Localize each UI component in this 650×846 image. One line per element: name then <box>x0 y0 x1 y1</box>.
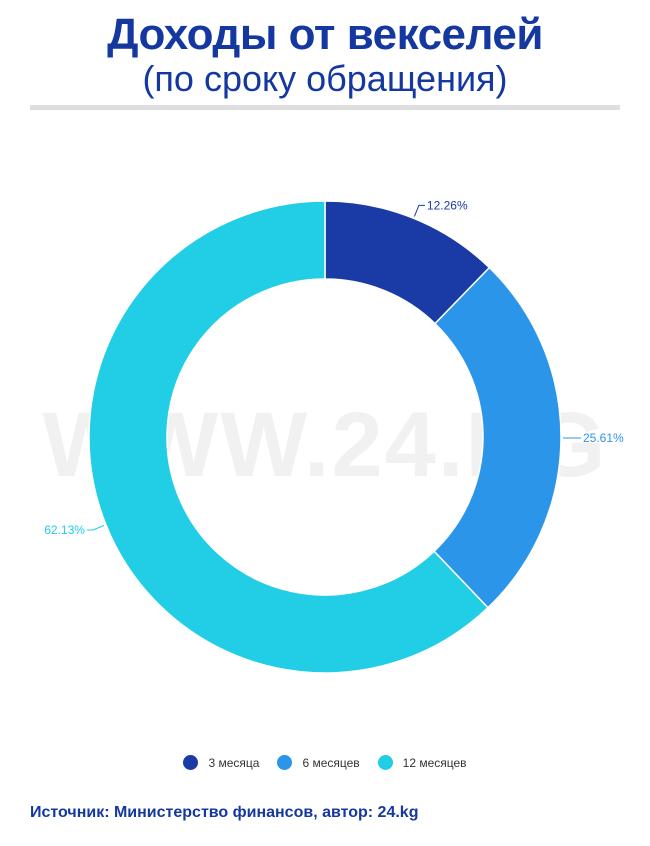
legend: 3 месяца 6 месяцев 12 месяцев <box>0 755 650 770</box>
donut-slices <box>88 200 562 674</box>
donut-slice-2[interactable] <box>433 266 562 609</box>
legend-label: 6 месяцев <box>302 755 360 770</box>
legend-dot-icon <box>183 755 199 770</box>
slice-labels: 12.26% 25.61% 62.13% <box>44 198 624 537</box>
legend-item-3[interactable]: 12 месяцев <box>377 755 467 770</box>
legend-item-2[interactable]: 6 месяцев <box>277 755 360 770</box>
slice-label-3: 62.13% <box>44 523 85 537</box>
chart-subtitle: (по сроку обращения) <box>142 58 508 99</box>
source-note: Источник: Министерство финансов, автор: … <box>30 804 419 821</box>
legend-label: 12 месяцев <box>402 755 467 770</box>
legend-dot-icon <box>277 755 293 770</box>
legend-label: 3 месяца <box>208 755 260 770</box>
chart-title: Доходы от векселей <box>107 10 543 59</box>
donut-slice-3[interactable] <box>88 200 490 674</box>
slice-leader-1 <box>413 204 425 217</box>
slice-label-2: 25.61% <box>583 431 624 445</box>
legend-dot-icon <box>377 755 393 770</box>
title-divider <box>30 105 620 110</box>
slice-label-1: 12.26% <box>427 198 468 212</box>
slice-leader-3 <box>86 525 105 531</box>
legend-item-1[interactable]: 3 месяца <box>183 755 259 770</box>
